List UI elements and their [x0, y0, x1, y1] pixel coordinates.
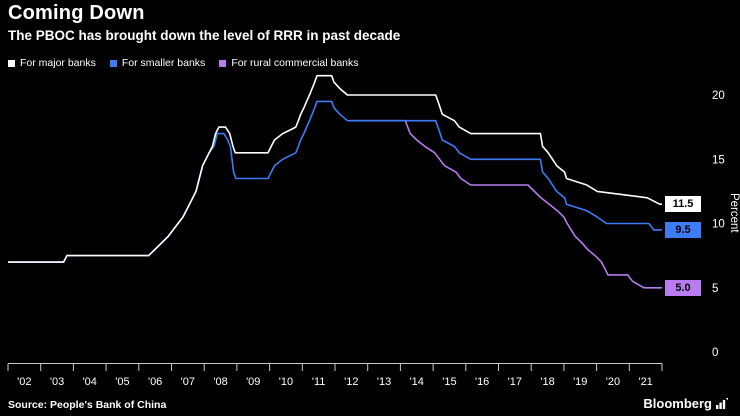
x-tick-label: '03: [50, 376, 64, 388]
legend-item-major-banks: For major banks: [8, 57, 96, 69]
x-tick-label: '11: [312, 376, 326, 388]
end-value-badge-major-banks: 11.5: [665, 196, 701, 213]
x-tick-label: '21: [638, 376, 652, 388]
x-tick-label: '10: [279, 376, 293, 388]
source-note: Source: People's Bank of China: [8, 399, 167, 411]
series-line-rural-commercial-banks: [351, 119, 662, 289]
series-line-major-banks: [8, 74, 662, 263]
x-tick-label: '13: [377, 376, 391, 388]
series-line-smaller-banks: [8, 100, 662, 263]
y-tick-label: 15: [712, 154, 725, 166]
y-tick-label: 10: [712, 219, 725, 231]
legend-item-smaller-banks: For smaller banks: [109, 57, 206, 69]
end-value-badge-smaller-banks: 9.5: [665, 221, 701, 238]
legend-item-rural-banks: For rural commercial banks: [219, 57, 359, 69]
bloomberg-wordmark: Bloomberg: [643, 396, 712, 411]
x-tick-label: '14: [410, 376, 424, 388]
legend-label-major-banks: For major banks: [20, 57, 96, 69]
y-tick-label: 20: [712, 90, 725, 102]
x-tick-label: '18: [540, 376, 554, 388]
legend-swatch-rural-banks: [219, 59, 227, 67]
x-tick-label: '19: [573, 376, 587, 388]
x-tick-label: '09: [246, 376, 260, 388]
chart-subtitle: The PBOC has brought down the level of R…: [8, 28, 401, 43]
y-tick-label: 5: [712, 283, 718, 295]
y-tick-label: 0: [712, 347, 718, 359]
x-tick-label: '16: [475, 376, 489, 388]
legend-label-rural-banks: For rural commercial banks: [231, 57, 359, 69]
x-tick-label: '02: [17, 376, 31, 388]
x-tick-label: '04: [83, 376, 97, 388]
bloomberg-logo: Bloomberg: [643, 396, 728, 411]
x-tick-label: '20: [606, 376, 620, 388]
x-tick-label: '07: [181, 376, 195, 388]
x-tick-label: '06: [148, 376, 162, 388]
bloomberg-chart-icon: [716, 398, 728, 409]
legend-swatch-major-banks: [8, 59, 15, 67]
legend-swatch-smaller-banks: [109, 59, 117, 67]
x-tick-label: '05: [115, 376, 129, 388]
x-tick-label: '08: [213, 376, 227, 388]
x-tick-label: '17: [508, 376, 522, 388]
chart-legend: For major banks For smaller banks For ru…: [8, 57, 359, 69]
end-value-badge-rural-commercial-banks: 5.0: [665, 279, 701, 296]
x-tick-label: '15: [442, 376, 456, 388]
chart-title: Coming Down: [8, 2, 145, 24]
x-tick-label: '12: [344, 376, 358, 388]
legend-label-smaller-banks: For smaller banks: [121, 57, 206, 69]
y-axis-title: Percent: [728, 193, 740, 233]
